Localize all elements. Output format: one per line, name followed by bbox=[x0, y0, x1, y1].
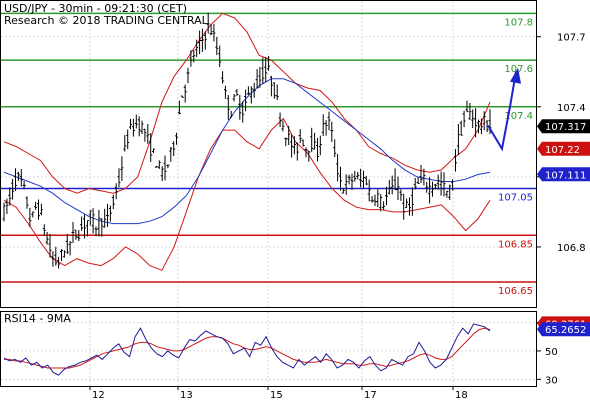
projection-line bbox=[487, 71, 517, 152]
y-tick-label: 106.8 bbox=[557, 243, 586, 254]
rsi-ma-line bbox=[4, 327, 491, 369]
rsi-y-tick-label: 50 bbox=[545, 347, 558, 358]
x-tick-label: 17 bbox=[364, 390, 377, 400]
price-box-last_price_box-background bbox=[537, 119, 590, 134]
chart-title: USD/JPY - 30min - 09:21:30 (CET) bbox=[4, 2, 187, 15]
candlesticks bbox=[2, 12, 492, 269]
x-tick-label: 12 bbox=[92, 390, 105, 400]
y-tick-label: 107.4 bbox=[557, 103, 586, 114]
rsi-y-tick-label: 30 bbox=[545, 375, 558, 386]
horizontal-levels: 107.8 107.6 107.4 107.05 106.85 106.65 bbox=[1, 12, 536, 297]
rsi-lines bbox=[3, 323, 491, 376]
rsi-title: RSI14 - 9MA bbox=[4, 312, 71, 325]
rsi-box-blue_box-label: 65.2652 bbox=[545, 325, 586, 336]
level-label-resistance: 107.4 bbox=[504, 111, 533, 122]
rsi-line bbox=[3, 323, 491, 376]
bollinger-upper-line bbox=[3, 12, 491, 194]
x-tick-label: 13 bbox=[180, 390, 193, 400]
price-box-red_box-label: 107.22 bbox=[545, 145, 580, 156]
chart-subtitle: Research © 2018 TRADING CENTRAL bbox=[4, 14, 209, 27]
projection-arrow bbox=[487, 67, 521, 152]
rsi-box-blue_box-background bbox=[537, 322, 590, 337]
price-box-red_box-background bbox=[537, 141, 590, 156]
x-tick-label: 18 bbox=[455, 390, 468, 400]
level-label-resistance: 107.8 bbox=[504, 17, 533, 28]
price-box-blue_box-label: 107.111 bbox=[545, 170, 586, 181]
level-label-resistance: 107.6 bbox=[504, 64, 533, 75]
bollinger-lower-line bbox=[3, 117, 491, 271]
level-label-pivot: 107.05 bbox=[498, 193, 533, 204]
x-tick-label: 15 bbox=[270, 390, 283, 400]
price-box-blue_box-background bbox=[537, 167, 590, 182]
price-indicators bbox=[3, 12, 491, 271]
level-label-support: 106.85 bbox=[498, 239, 533, 250]
projection-arrowhead bbox=[510, 67, 521, 84]
level-label-support: 106.65 bbox=[498, 286, 533, 297]
y-tick-label: 107.7 bbox=[557, 33, 586, 44]
price-panel-frame bbox=[0, 0, 537, 308]
moving-average-line bbox=[3, 78, 491, 225]
price-box-last_price_box-label: 107.317 bbox=[545, 122, 586, 133]
